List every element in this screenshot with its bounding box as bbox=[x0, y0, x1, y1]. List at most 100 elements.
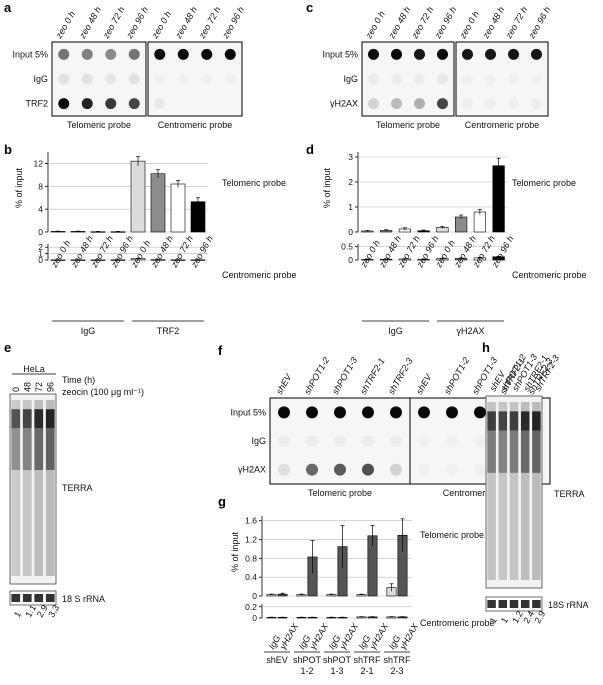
lane-band bbox=[532, 411, 541, 431]
group-label: shTRF bbox=[354, 655, 382, 665]
blot-dot bbox=[418, 463, 430, 476]
blot-dot bbox=[278, 463, 290, 476]
blot-dot bbox=[201, 73, 213, 85]
blot-dot bbox=[177, 73, 189, 85]
blot-dot bbox=[462, 98, 473, 110]
time-lane-label: 96 bbox=[45, 382, 55, 392]
lane-band bbox=[498, 411, 508, 431]
lane-smear bbox=[34, 400, 44, 576]
blot-dot bbox=[485, 98, 496, 110]
group-label: shPOT bbox=[293, 655, 322, 665]
blot-dot bbox=[391, 48, 402, 60]
blot-dot bbox=[531, 73, 542, 85]
probe-label-centromeric: Centromeric probe bbox=[158, 120, 233, 130]
blot-dot bbox=[485, 73, 496, 85]
blot-column-label: zeo 0 h bbox=[53, 9, 77, 40]
rrna-band bbox=[22, 594, 32, 602]
lane-smear bbox=[520, 402, 530, 580]
blot-column-label: zeo 96 h bbox=[432, 5, 458, 41]
y-tick-label: 4 bbox=[38, 204, 43, 214]
group-label-sub: 1-3 bbox=[330, 666, 343, 676]
blot-column-label: zeo 72 h bbox=[196, 5, 222, 41]
blot-dot bbox=[462, 48, 473, 60]
rrna-band bbox=[45, 594, 55, 602]
rrna-band bbox=[34, 594, 44, 602]
blot-dot bbox=[414, 98, 425, 110]
blot-column-label: shPOT1-2 bbox=[442, 355, 471, 396]
blot-dot bbox=[177, 48, 189, 60]
y-tick-label: 8 bbox=[38, 181, 43, 191]
blot-dot bbox=[418, 435, 430, 447]
blot-dot bbox=[201, 48, 213, 60]
rrna-band bbox=[520, 600, 530, 608]
group-label-sub: 1-2 bbox=[300, 666, 313, 676]
blot-dot bbox=[334, 435, 346, 447]
group-label: IgG bbox=[388, 326, 403, 336]
blot-dot bbox=[154, 98, 166, 110]
blot-dot bbox=[531, 98, 542, 110]
blot-dot bbox=[334, 406, 346, 419]
blot-column-label: shEV bbox=[274, 372, 294, 396]
blot-dot bbox=[474, 463, 486, 476]
blot-column-label: shEV bbox=[414, 372, 434, 396]
probe-label-top: Telomeric probe bbox=[512, 178, 576, 188]
panel-letter-e: e bbox=[4, 340, 11, 355]
lane-band bbox=[487, 411, 496, 431]
lane-band bbox=[34, 409, 44, 429]
y-axis-label: % of input bbox=[322, 167, 332, 208]
group-label: shTRF bbox=[384, 655, 412, 665]
blot-dot bbox=[391, 98, 402, 110]
lane-band bbox=[22, 409, 32, 429]
time-label: Time (h) bbox=[62, 375, 95, 385]
lane bbox=[487, 402, 496, 608]
panel-letter-a: a bbox=[4, 0, 12, 15]
blot-dot bbox=[128, 98, 140, 110]
probe-label-centromeric: Centromeric probe bbox=[443, 488, 518, 498]
blot-dot bbox=[437, 98, 448, 110]
lane-smear bbox=[487, 402, 496, 580]
lane-smear-high bbox=[45, 428, 55, 470]
lane bbox=[498, 402, 508, 608]
blot-dot bbox=[334, 463, 346, 476]
blot-dot bbox=[306, 463, 318, 476]
blot-column-label: zeo 0 h bbox=[457, 9, 481, 40]
lane bbox=[532, 402, 541, 608]
blot-dot bbox=[362, 463, 374, 476]
quantification-value: 1 bbox=[488, 616, 499, 625]
y-tick-label: 1.6 bbox=[245, 516, 257, 526]
blot-dot bbox=[414, 73, 425, 85]
probe-label-top: Telomeric probe bbox=[222, 178, 286, 188]
blot-dot bbox=[474, 435, 486, 447]
blot-column-label: shTRF2-3 bbox=[386, 356, 415, 396]
blot-row-label: Input 5% bbox=[12, 49, 48, 59]
blot-column-label: zeo 0 h bbox=[363, 9, 387, 40]
rrna-membrane bbox=[485, 596, 543, 612]
probe-label-bottom: Centromeric probe bbox=[512, 270, 587, 280]
rrna-band bbox=[487, 600, 496, 608]
blot-dot bbox=[414, 48, 425, 60]
panel-letter-h: h bbox=[482, 340, 490, 355]
x-tick-label: zeo 0 h bbox=[49, 238, 73, 269]
rrna-band bbox=[509, 600, 519, 608]
group-label-sub: 2-1 bbox=[360, 666, 373, 676]
group-label: shPOT bbox=[323, 655, 352, 665]
lane-smear-high bbox=[509, 430, 519, 473]
bar bbox=[455, 216, 468, 233]
blot-dot bbox=[462, 73, 473, 85]
blot-dot bbox=[391, 73, 402, 85]
blot-dot bbox=[362, 435, 374, 447]
lane-smear bbox=[22, 400, 32, 576]
lane-smear-high bbox=[520, 430, 530, 473]
y-tick-label: 0 bbox=[348, 227, 353, 237]
blot-column-label: shTRF2-1 bbox=[358, 356, 387, 396]
lane-smear bbox=[498, 402, 508, 580]
blot-dot bbox=[368, 98, 379, 110]
lane-band bbox=[11, 409, 21, 429]
probe-label-bottom: Centromeric probe bbox=[420, 618, 495, 628]
terra-label: TERRA bbox=[62, 483, 93, 493]
x-tick-label: γH2AX bbox=[398, 621, 421, 651]
y-tick-label: 0.5 bbox=[341, 242, 353, 252]
lane-smear-high bbox=[11, 428, 21, 470]
quantification-value: 3.3 bbox=[46, 603, 61, 619]
blot-dot bbox=[474, 406, 486, 419]
